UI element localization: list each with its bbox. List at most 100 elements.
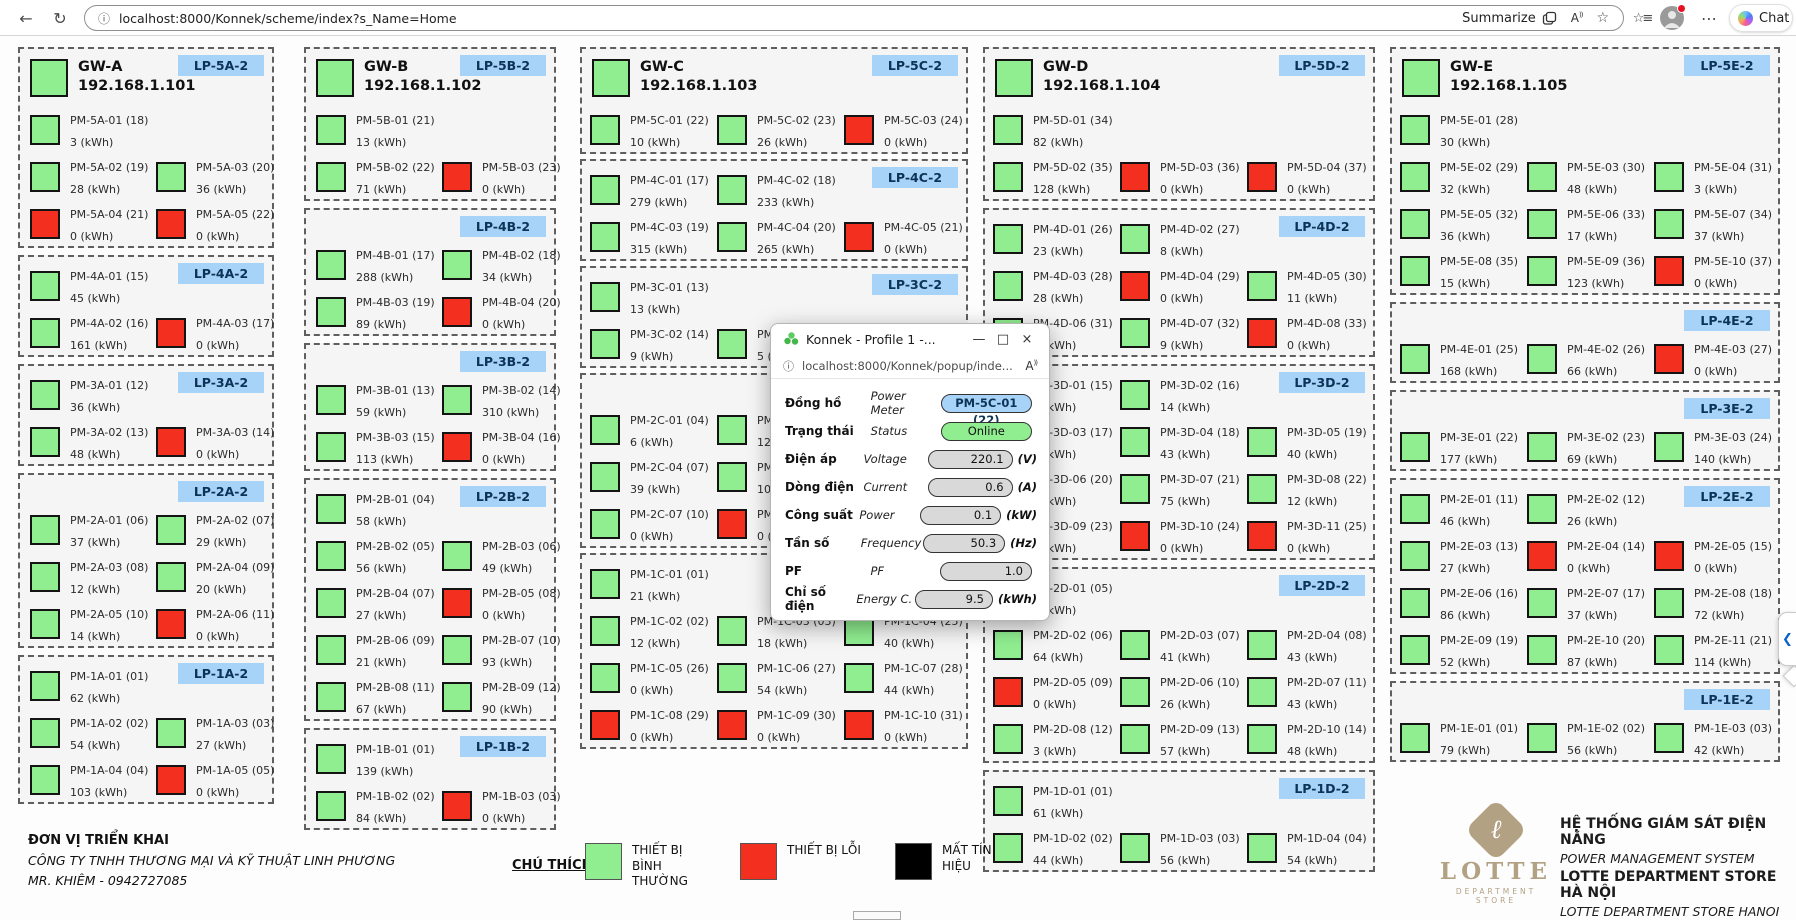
pm-status-box[interactable]: [590, 710, 620, 740]
summarize-button[interactable]: Summarize: [1462, 11, 1557, 26]
pm-status-box[interactable]: [590, 329, 620, 359]
pm-status-box[interactable]: [590, 222, 620, 252]
pm-status-box[interactable]: [1654, 162, 1684, 192]
pm-status-box[interactable]: [1247, 521, 1277, 551]
maximize-icon[interactable]: □: [996, 331, 1010, 347]
pm-status-box[interactable]: [1654, 344, 1684, 374]
pm-status-box[interactable]: [1527, 588, 1557, 618]
chat-button[interactable]: Chat: [1729, 4, 1793, 32]
pm-status-box[interactable]: [1400, 635, 1430, 665]
pm-status-box[interactable]: [316, 297, 346, 327]
pm-status-box[interactable]: [844, 616, 874, 646]
pm-status-box[interactable]: [717, 462, 747, 492]
pm-status-box[interactable]: [590, 175, 620, 205]
pm-status-box[interactable]: [1400, 209, 1430, 239]
pm-status-box[interactable]: [993, 630, 1023, 660]
pm-status-box[interactable]: [1400, 588, 1430, 618]
pm-status-box[interactable]: [30, 162, 60, 192]
pm-status-box[interactable]: [717, 710, 747, 740]
pm-status-box[interactable]: [717, 329, 747, 359]
pm-status-box[interactable]: [30, 427, 60, 457]
pm-status-box[interactable]: [442, 250, 472, 280]
pm-status-box[interactable]: [993, 677, 1023, 707]
pm-status-box[interactable]: [844, 663, 874, 693]
pm-status-box[interactable]: [442, 297, 472, 327]
gateway-status-box[interactable]: [995, 59, 1033, 97]
pm-status-box[interactable]: [316, 162, 346, 192]
back-icon[interactable]: ←: [19, 8, 33, 28]
pm-status-box[interactable]: [442, 682, 472, 712]
pm-status-box[interactable]: [442, 162, 472, 192]
pm-status-box[interactable]: [993, 162, 1023, 192]
pm-status-box[interactable]: [717, 222, 747, 252]
pm-status-box[interactable]: [1527, 162, 1557, 192]
more-menu-icon[interactable]: ⋯: [1701, 8, 1717, 28]
pm-status-box[interactable]: [156, 562, 186, 592]
pm-status-box[interactable]: [30, 515, 60, 545]
pm-status-box[interactable]: [30, 765, 60, 795]
gateway-status-box[interactable]: [1402, 59, 1440, 97]
pm-status-box[interactable]: [1247, 271, 1277, 301]
favorite-star-icon[interactable]: ☆: [1596, 10, 1609, 26]
pm-status-box[interactable]: [1527, 541, 1557, 571]
pm-status-box[interactable]: [156, 427, 186, 457]
popup-address-bar[interactable]: ⓘ localhost:8000/Konnek/popup/inde... A)…: [771, 354, 1049, 379]
pm-status-box[interactable]: [156, 515, 186, 545]
pm-status-box[interactable]: [316, 635, 346, 665]
pm-status-box[interactable]: [1247, 724, 1277, 754]
site-info-icon[interactable]: ⓘ: [98, 11, 111, 26]
refresh-icon[interactable]: ↻: [53, 8, 67, 28]
pm-status-box[interactable]: [156, 162, 186, 192]
pm-status-box[interactable]: [442, 635, 472, 665]
pm-status-box[interactable]: [1400, 162, 1430, 192]
pm-status-box[interactable]: [590, 569, 620, 599]
pm-status-box[interactable]: [1247, 474, 1277, 504]
pm-status-box[interactable]: [1247, 427, 1277, 457]
pm-status-box[interactable]: [1400, 494, 1430, 524]
pm-status-box[interactable]: [30, 115, 60, 145]
pm-status-box[interactable]: [1654, 541, 1684, 571]
pm-status-box[interactable]: [30, 380, 60, 410]
pm-status-box[interactable]: [1654, 723, 1684, 753]
pm-status-box[interactable]: [1527, 494, 1557, 524]
pm-status-box[interactable]: [1247, 318, 1277, 348]
pm-status-box[interactable]: [1120, 271, 1150, 301]
pm-status-box[interactable]: [1120, 474, 1150, 504]
pm-status-box[interactable]: [1654, 209, 1684, 239]
pm-status-box[interactable]: [590, 282, 620, 312]
minimize-icon[interactable]: —: [972, 331, 986, 347]
pm-status-box[interactable]: [1247, 833, 1277, 863]
pm-status-box[interactable]: [316, 250, 346, 280]
pm-status-box[interactable]: [1527, 432, 1557, 462]
pm-status-box[interactable]: [717, 175, 747, 205]
pm-status-box[interactable]: [993, 833, 1023, 863]
pm-status-box[interactable]: [30, 609, 60, 639]
pm-status-box[interactable]: [442, 588, 472, 618]
pm-status-box[interactable]: [316, 432, 346, 462]
pm-status-box[interactable]: [316, 385, 346, 415]
pm-status-box[interactable]: [1120, 162, 1150, 192]
pm-status-box[interactable]: [1654, 432, 1684, 462]
favorites-list-icon[interactable]: ☆≡: [1632, 10, 1654, 26]
pm-status-box[interactable]: [156, 209, 186, 239]
pm-status-box[interactable]: [717, 115, 747, 145]
pm-status-box[interactable]: [1120, 677, 1150, 707]
pm-status-box[interactable]: [1527, 344, 1557, 374]
pm-status-box[interactable]: [1400, 723, 1430, 753]
pm-status-box[interactable]: [1654, 256, 1684, 286]
pm-status-box[interactable]: [1654, 588, 1684, 618]
pm-status-box[interactable]: [1527, 209, 1557, 239]
pm-status-box[interactable]: [1400, 344, 1430, 374]
pm-status-box[interactable]: [590, 663, 620, 693]
pm-status-box[interactable]: [30, 318, 60, 348]
pm-status-box[interactable]: [156, 318, 186, 348]
sidebar-collapse-tab[interactable]: ❮: [1778, 612, 1796, 666]
pm-status-box[interactable]: [1247, 630, 1277, 660]
pm-status-box[interactable]: [442, 432, 472, 462]
pm-status-box[interactable]: [590, 115, 620, 145]
pm-status-box[interactable]: [1400, 115, 1430, 145]
pm-status-box[interactable]: [1120, 630, 1150, 660]
pm-status-box[interactable]: [1654, 635, 1684, 665]
pm-status-box[interactable]: [1247, 677, 1277, 707]
pm-status-box[interactable]: [993, 724, 1023, 754]
